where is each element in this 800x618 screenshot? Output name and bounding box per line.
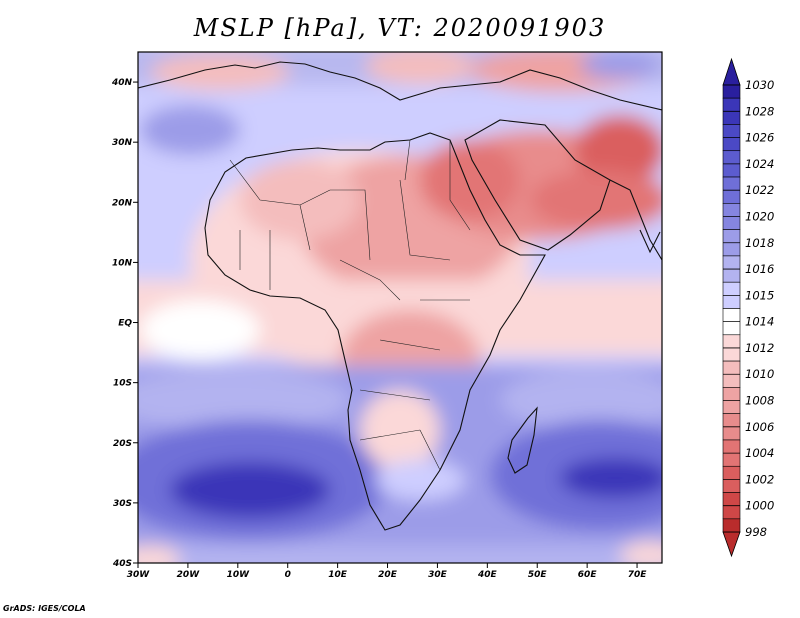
x-tick-label: 0 — [285, 570, 291, 580]
y-tick-label: 10S — [113, 379, 132, 389]
colorbar-label: 1014 — [745, 315, 774, 329]
x-tick-label: 70E — [628, 570, 648, 580]
colorbar-label: 1002 — [745, 472, 774, 486]
x-tick-label: 40E — [477, 570, 498, 580]
y-tick-label: EQ — [118, 319, 132, 329]
y-tick-label: 10N — [112, 258, 133, 268]
chart-title: MSLP [hPa], VT: 2020091903 — [193, 14, 607, 42]
colorbar-label: 1008 — [745, 394, 774, 408]
x-tick-label: 30E — [428, 570, 448, 580]
colorbar-label: 1010 — [745, 367, 774, 381]
x-tick-label: 10E — [328, 570, 348, 580]
colorbar-label: 1026 — [745, 131, 774, 145]
colorbar-label: 998 — [745, 525, 767, 539]
x-tick-label: 50E — [528, 570, 548, 580]
y-axis: 40S 30S 20S 10S EQ 10N 20N 30N 40N — [111, 78, 138, 569]
continent-outline — [138, 61, 662, 531]
colorbar-label: 1004 — [745, 446, 774, 460]
plot-frame — [137, 51, 663, 564]
colorbar-label: 1020 — [745, 209, 774, 223]
colorbar-label: 1006 — [745, 420, 774, 434]
x-tick-label: 10W — [227, 570, 251, 580]
colorbar-swatch — [722, 84, 741, 99]
y-tick-label: 40S — [112, 559, 132, 569]
pressure-field — [138, 52, 662, 563]
colorbar-label: 1012 — [745, 341, 774, 355]
y-tick-label: 20N — [112, 198, 133, 208]
x-axis: 30W 20W 10W 0 10E 20E 30E 40E 50E 60E 70E — [127, 563, 647, 580]
x-tick-label: 60E — [578, 570, 598, 580]
x-tick-label: 20W — [177, 570, 201, 580]
y-tick-label: 40N — [111, 78, 133, 88]
x-tick-label: 20E — [378, 570, 398, 580]
colorbar-label: 1018 — [745, 236, 774, 250]
colorbar-label: 1030 — [745, 78, 774, 92]
colorbar-swatch — [722, 518, 741, 533]
colorbar-label: 1028 — [745, 104, 774, 118]
y-tick-label: 30S — [113, 499, 132, 509]
colorbar-label: 1000 — [745, 499, 774, 513]
x-tick-label: 30W — [127, 570, 151, 580]
y-tick-label: 20S — [113, 439, 132, 449]
colorbar-end-arrow-top — [722, 57, 741, 86]
colorbar-end-arrow-bottom — [722, 531, 741, 558]
y-tick-label: 30N — [112, 138, 133, 148]
colorbar-label: 1015 — [745, 288, 774, 302]
colorbar-label: 1016 — [745, 262, 774, 276]
credit-label: GrADS: IGES/COLA — [3, 604, 86, 613]
colorbar-label: 1024 — [745, 157, 774, 171]
colorbar-label: 1022 — [745, 183, 774, 197]
country-borders — [229, 139, 471, 471]
colorbar: 1030 1028 1026 1024 1022 1020 1018 1016 1015 1014… — [722, 57, 774, 558]
